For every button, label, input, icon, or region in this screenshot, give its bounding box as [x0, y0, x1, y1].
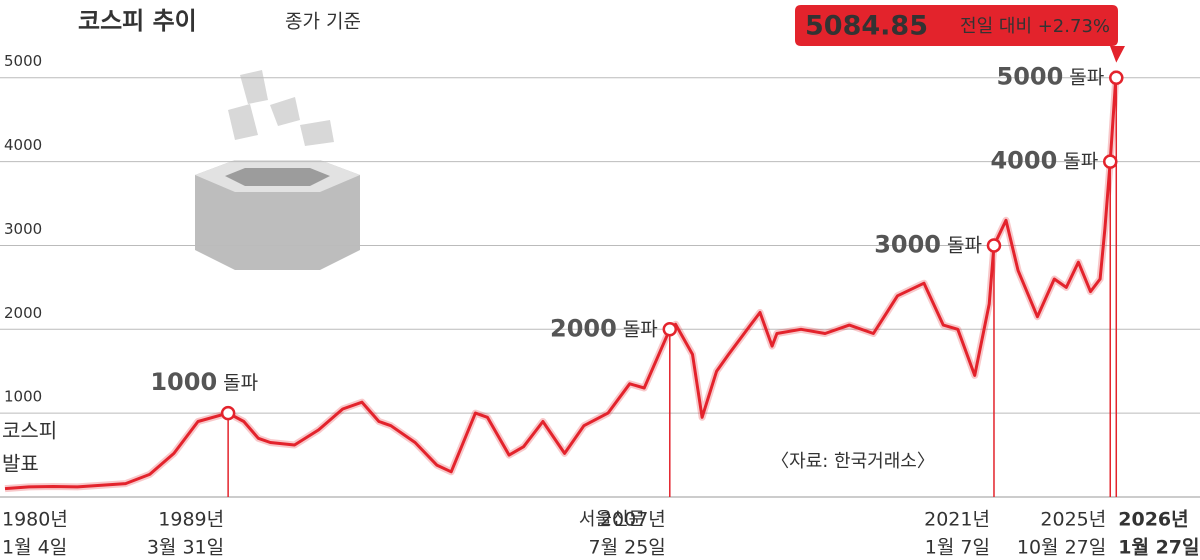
box-icon [195, 70, 360, 270]
callout-box [795, 5, 1125, 63]
callout-change: 전일 대비 +2.73% [960, 16, 1110, 37]
milestone-label: 5000 돌파 [997, 63, 1105, 91]
date-year: 1980년 [2, 509, 68, 531]
date-day: 1월 7일 [925, 537, 990, 559]
date-year: 2007년 [600, 509, 666, 531]
chart-title: 코스피 추이 [78, 7, 197, 35]
date-day: 1월 27일 [1118, 537, 1199, 559]
y-tick-label: 3000 [4, 220, 42, 238]
callout-value: 5084.85 [805, 11, 928, 42]
watermark: 서울신문 [579, 509, 645, 530]
y-tick-label: 1000 [4, 388, 42, 406]
y-tick-label: 2000 [4, 304, 42, 322]
date-year: 2021년 [924, 509, 990, 531]
milestone-text: 돌파 [223, 372, 258, 394]
milestone-value: 2000 [550, 314, 617, 342]
milestone-value: 4000 [990, 147, 1057, 175]
milestone-point [986, 238, 1002, 253]
milestone-point [220, 405, 236, 421]
milestone-text: 돌파 [1069, 66, 1104, 88]
milestone-label: 1000 돌파 [150, 368, 258, 396]
source: 〈자료: 한국거래소〉 [771, 451, 935, 472]
milestone-text: 돌파 [947, 234, 982, 256]
milestone-point [662, 322, 678, 337]
start-note: 발표 [2, 452, 39, 476]
date-year: 2026년 [1118, 509, 1188, 531]
milestone-value: 1000 [150, 368, 217, 396]
milestone-point [1109, 70, 1124, 85]
date-year: 1989년 [158, 509, 224, 531]
series-line [4, 70, 1118, 491]
date-day: 1월 4일 [2, 537, 67, 559]
date-day: 10월 27일 [1017, 537, 1106, 559]
milestone-label: 4000 돌파 [990, 147, 1098, 175]
milestone-value: 3000 [874, 230, 941, 258]
milestone-label: 3000 돌파 [874, 230, 982, 258]
date-year: 2025년 [1040, 509, 1106, 531]
series-glow [4, 70, 1120, 493]
milestone-value: 5000 [997, 63, 1064, 91]
date-day: 3월 31일 [147, 537, 224, 559]
milestone-label: 2000 돌파 [550, 314, 658, 342]
start-note: 코스피 [2, 419, 57, 443]
date-day: 7월 25일 [589, 537, 666, 559]
subtitle: 종가 기준 [285, 11, 361, 33]
y-tick-label: 5000 [4, 52, 42, 70]
y-tick-label: 4000 [4, 136, 42, 154]
milestone-text: 돌파 [1063, 150, 1098, 172]
milestone-text: 돌파 [623, 318, 658, 340]
milestone-point [1102, 154, 1118, 169]
